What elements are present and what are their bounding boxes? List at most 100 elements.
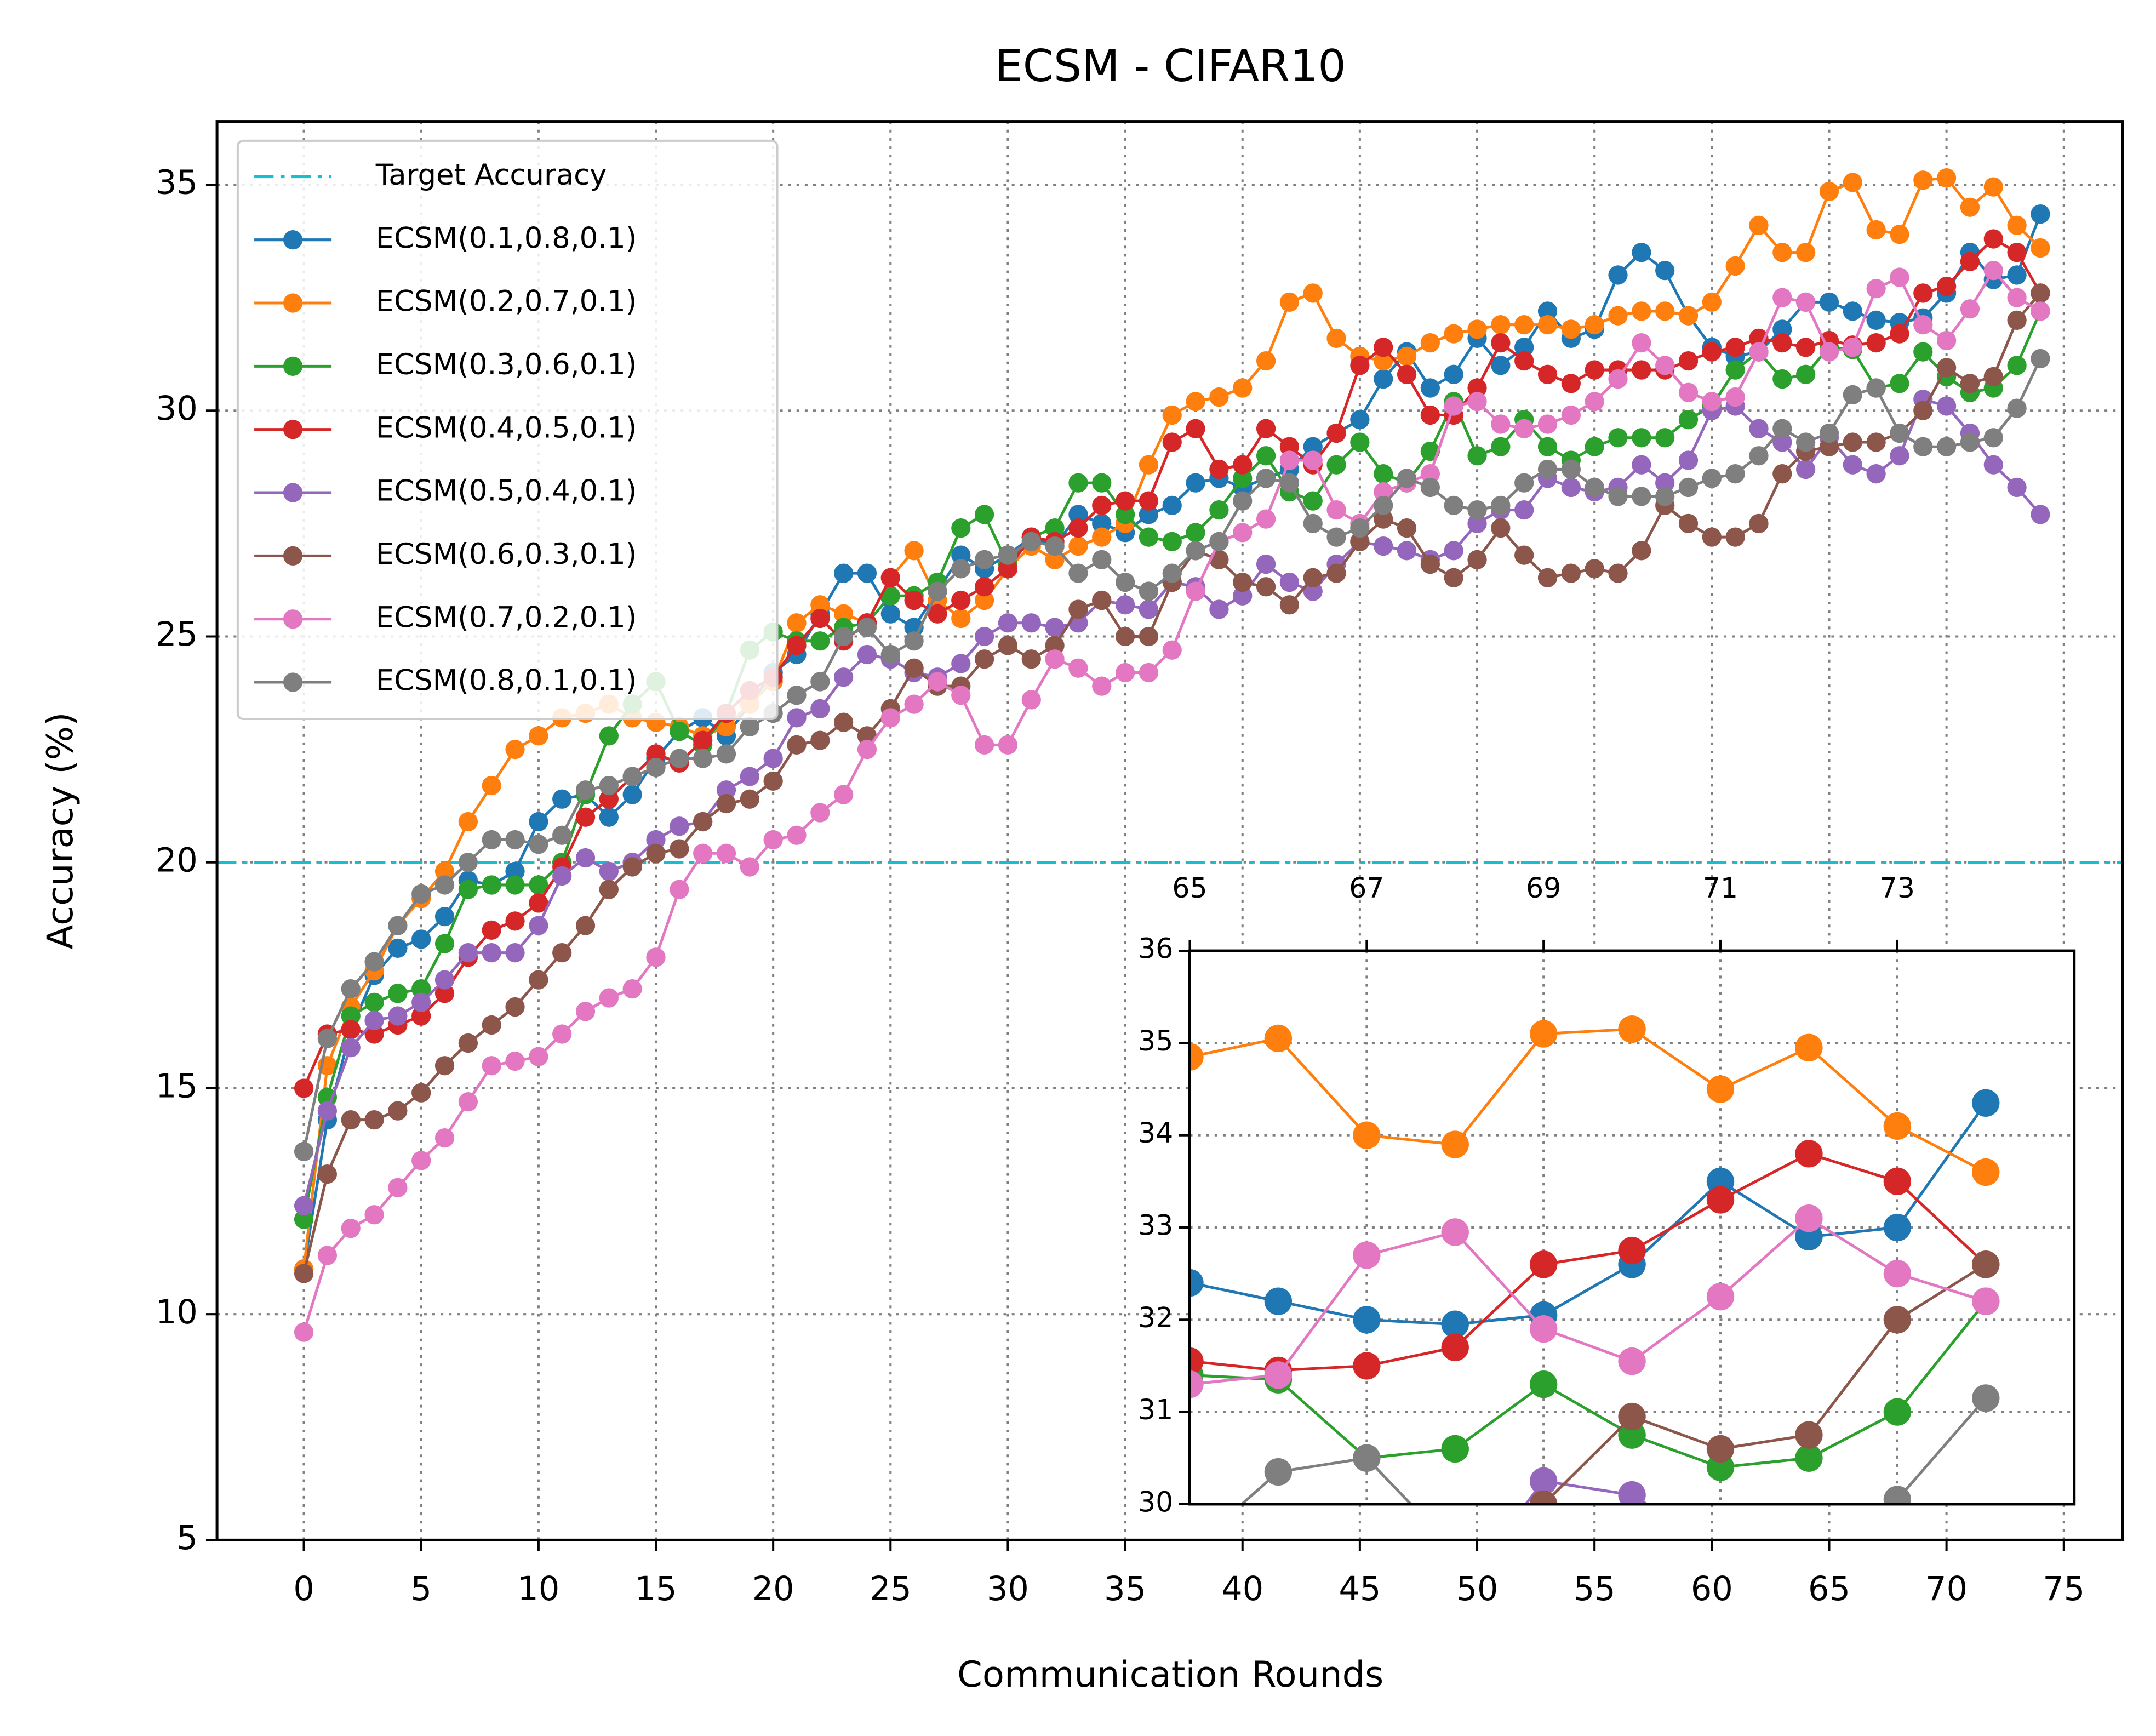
data-point [1068,518,1088,538]
data-point [1162,495,1182,516]
data-point [529,835,548,854]
data-point [1467,378,1487,398]
data-point [1209,459,1229,479]
data-point [2031,349,2050,369]
data-point [1441,1130,1469,1158]
data-point [1608,369,1628,389]
data-point [1420,405,1440,425]
data-point [1115,505,1135,524]
data-point [599,789,619,809]
data-point [1467,513,1487,534]
data-point [575,1002,596,1021]
data-point [482,830,501,850]
data-point [1264,1287,1293,1315]
data-point [904,590,924,610]
data-point [1467,319,1487,339]
data-point [763,749,783,768]
data-point [1960,252,1980,271]
data-point [434,984,455,1003]
data-point [1162,532,1182,551]
data-point [388,916,408,935]
data-point [1632,487,1651,506]
x-tick-label: 60 [1691,1570,1733,1608]
data-point [1795,1421,1823,1449]
data-point [1537,315,1558,335]
data-point [575,807,596,827]
data-point [1749,215,1769,235]
data-point [1303,450,1323,470]
data-point [1936,330,1957,351]
data-point [1514,351,1534,371]
data-point [552,825,572,845]
data-point [1749,513,1769,534]
data-point [1618,1347,1646,1375]
data-point [1397,346,1417,366]
data-point [1186,473,1205,493]
data-point [1467,446,1487,466]
data-point [1819,292,1839,312]
data-point [1374,369,1393,389]
data-point [1279,437,1300,456]
data-point [1529,1315,1558,1343]
data-point [1491,437,1511,456]
y-tick-label: 25 [156,615,198,654]
data-point [317,1029,338,1048]
data-point [1068,599,1088,619]
data-point [1772,333,1792,353]
x-tick-label: 67 [1349,872,1384,904]
data-point [1441,1333,1469,1361]
data-point [740,767,759,786]
data-point [1068,505,1088,524]
data-point [1326,500,1346,520]
data-point [1303,568,1323,587]
data-point [599,861,619,881]
data-point [1678,477,1699,498]
data-point [951,654,971,673]
data-point [1843,385,1862,405]
data-point [1374,495,1393,516]
data-point [693,730,713,750]
data-point [388,938,408,958]
data-point [434,875,455,895]
data-point [1303,283,1323,303]
data-point [1264,1361,1293,1389]
data-point [1795,1033,1823,1062]
x-axis-label: Communication Rounds [957,1654,1383,1695]
data-point [1420,378,1440,398]
data-point [505,875,525,895]
data-point [998,735,1018,755]
data-point [434,1056,455,1076]
data-point [1162,640,1182,660]
data-point [1632,301,1651,321]
data-point [1467,392,1487,412]
data-point [2007,215,2027,235]
legend-label: ECSM(0.7,0.2,0.1) [376,601,637,634]
data-point [529,893,548,913]
data-point [1866,432,1886,452]
data-point [2007,477,2027,498]
data-point [1983,455,2003,475]
data-point [1374,536,1393,556]
data-point [1374,464,1393,484]
data-point [552,789,572,809]
x-tick-label: 70 [1925,1570,1968,1608]
data-point [1045,636,1065,655]
data-point [1092,550,1112,569]
data-point [1772,432,1792,452]
axes-frame [215,120,2124,1541]
data-point [1983,367,2003,387]
data-point [998,636,1018,655]
data-point [1632,360,1651,380]
data-point [575,848,596,868]
data-point [763,830,783,850]
data-point [998,613,1018,633]
data-point [411,992,431,1012]
data-point [317,1164,338,1184]
data-point [857,618,877,637]
data-point [1796,364,1816,384]
data-point [880,708,900,728]
data-point [599,988,619,1008]
data-point [1186,523,1205,542]
x-tick-label: 65 [1808,1570,1850,1608]
data-point [1725,387,1745,407]
